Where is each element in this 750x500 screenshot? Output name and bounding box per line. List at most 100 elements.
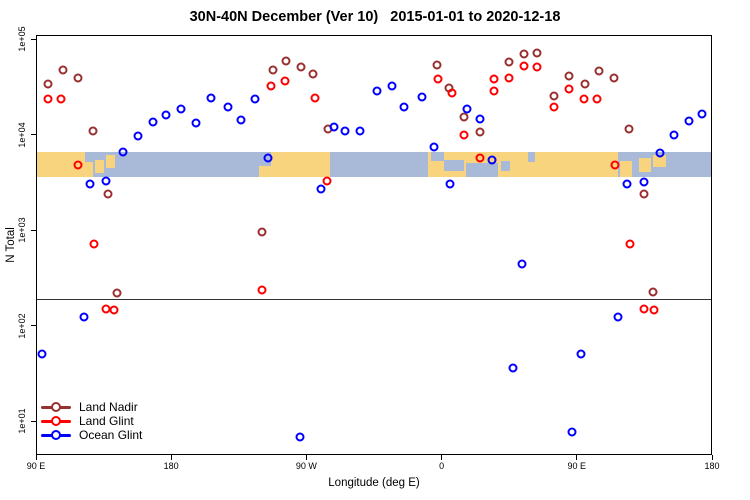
y-tick-mark — [31, 38, 36, 40]
data-point-ocean-glint — [462, 104, 472, 114]
data-point-land-glint — [519, 61, 529, 71]
data-point-ocean-glint — [684, 116, 694, 126]
map-land-segment — [619, 160, 632, 177]
data-point-land-nadir — [73, 73, 83, 83]
data-point-land-glint — [280, 76, 290, 86]
data-point-ocean-glint — [639, 177, 649, 187]
data-point-land-glint — [549, 102, 559, 112]
data-point-land-glint — [43, 94, 52, 104]
y-tick-label: 1e+04 — [17, 121, 27, 148]
x-tick-mark — [711, 455, 713, 460]
data-point-land-nadir — [281, 56, 291, 66]
data-point-ocean-glint — [445, 179, 455, 189]
legend-label-land-nadir: Land Nadir — [79, 400, 138, 414]
data-point-land-nadir — [504, 57, 514, 67]
y-tick-label: 1e+05 — [17, 26, 27, 52]
world-map-band — [37, 152, 711, 177]
data-point-land-nadir — [648, 287, 658, 297]
data-point-ocean-glint — [576, 349, 586, 359]
data-point-ocean-glint — [655, 148, 665, 158]
data-point-ocean-glint — [613, 312, 623, 322]
legend-label-ocean-glint: Ocean Glint — [79, 428, 143, 442]
data-point-land-glint — [109, 305, 119, 315]
map-ocean-segment — [465, 163, 499, 177]
land-nadir-marker-icon — [41, 402, 71, 412]
data-point-land-glint — [73, 160, 83, 170]
data-point-land-nadir — [103, 189, 113, 199]
data-point-ocean-glint — [372, 86, 381, 96]
x-tick-label: 90 E — [26, 461, 46, 471]
data-point-ocean-glint — [487, 155, 497, 165]
data-point-ocean-glint — [429, 142, 439, 152]
data-point-land-glint — [89, 239, 99, 249]
data-point-land-glint — [489, 74, 499, 84]
legend-item-land-glint: Land Glint — [41, 414, 142, 428]
data-point-ocean-glint — [517, 259, 527, 269]
x-tick-label: 180 — [704, 461, 720, 471]
data-point-ocean-glint — [622, 179, 632, 189]
data-point-ocean-glint — [387, 81, 397, 91]
y-tick-mark — [31, 420, 36, 422]
data-point-ocean-glint — [340, 126, 350, 136]
land-glint-marker-icon — [41, 416, 71, 426]
y-tick-label: 1e+03 — [17, 217, 27, 243]
data-point-land-nadir — [624, 124, 634, 134]
data-point-land-glint — [56, 94, 66, 104]
data-point-ocean-glint — [37, 349, 46, 359]
data-point-land-nadir — [112, 288, 122, 298]
data-point-land-nadir — [43, 79, 52, 89]
data-point-ocean-glint — [101, 176, 111, 186]
data-point-land-glint — [433, 74, 443, 84]
data-point-land-nadir — [432, 60, 442, 70]
data-point-land-glint — [649, 305, 659, 315]
map-ocean-segment — [430, 152, 445, 161]
data-point-ocean-glint — [355, 126, 365, 136]
map-land-segment — [652, 154, 666, 167]
data-point-ocean-glint — [236, 115, 246, 125]
legend: Land Nadir Land Glint Ocean Glint — [41, 400, 142, 442]
data-point-land-glint — [310, 93, 320, 103]
data-point-land-nadir — [609, 73, 619, 83]
data-point-ocean-glint — [475, 114, 485, 124]
data-point-land-glint — [447, 88, 457, 98]
data-point-ocean-glint — [148, 117, 158, 127]
data-point-ocean-glint — [567, 427, 577, 437]
data-point-land-glint — [564, 84, 574, 94]
data-point-land-nadir — [296, 62, 306, 72]
data-point-land-glint — [532, 62, 542, 72]
data-point-land-nadir — [519, 49, 529, 59]
data-point-land-glint — [579, 94, 589, 104]
map-ocean-segment — [444, 159, 464, 171]
data-point-land-glint — [475, 153, 485, 163]
x-tick-mark — [170, 455, 172, 460]
x-tick-mark — [35, 455, 37, 460]
data-point-ocean-glint — [697, 109, 707, 119]
map-land-segment — [85, 162, 94, 177]
data-point-land-nadir — [58, 65, 68, 75]
data-point-land-glint — [489, 86, 499, 96]
data-point-ocean-glint — [250, 94, 260, 104]
data-point-land-nadir — [639, 189, 649, 199]
map-land-segment — [638, 158, 652, 172]
data-point-land-glint — [625, 239, 635, 249]
y-tick-mark — [31, 325, 36, 326]
data-point-ocean-glint — [223, 102, 233, 112]
data-point-land-glint — [322, 176, 332, 186]
legend-item-ocean-glint: Ocean Glint — [41, 428, 142, 442]
threshold-line — [37, 299, 711, 300]
data-point-land-glint — [257, 285, 267, 295]
data-point-ocean-glint — [508, 363, 518, 373]
data-point-ocean-glint — [329, 122, 339, 132]
x-axis-title: Longitude (deg E) — [328, 477, 420, 489]
data-point-land-nadir — [549, 91, 559, 101]
data-point-land-glint — [504, 73, 514, 83]
x-tick-label: 90 W — [295, 461, 317, 471]
x-tick-mark — [305, 455, 307, 460]
data-point-land-nadir — [532, 48, 542, 58]
data-point-land-glint — [610, 160, 620, 170]
map-ocean-segment — [528, 152, 535, 162]
data-point-land-nadir — [475, 127, 485, 137]
data-point-land-nadir — [564, 71, 574, 81]
data-point-ocean-glint — [399, 102, 409, 112]
